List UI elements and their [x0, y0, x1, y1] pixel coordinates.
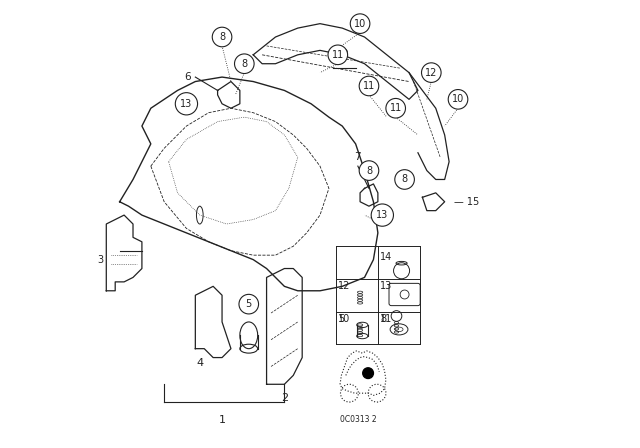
Text: 5: 5 — [246, 299, 252, 309]
Circle shape — [395, 170, 414, 189]
Text: 8: 8 — [401, 174, 408, 185]
Text: 8: 8 — [380, 314, 386, 324]
Text: 3: 3 — [97, 254, 104, 265]
Text: 0C0313 2: 0C0313 2 — [340, 415, 377, 424]
Circle shape — [448, 90, 468, 109]
Circle shape — [363, 368, 373, 379]
Circle shape — [386, 99, 406, 118]
Circle shape — [359, 76, 379, 96]
Text: 7: 7 — [355, 152, 361, 162]
Circle shape — [212, 27, 232, 47]
Text: 2: 2 — [281, 393, 288, 403]
Text: 10: 10 — [452, 95, 464, 104]
Text: 11: 11 — [380, 314, 392, 324]
Text: 4: 4 — [196, 358, 204, 367]
Text: 13: 13 — [376, 210, 388, 220]
Text: 11: 11 — [390, 103, 402, 113]
Text: 8: 8 — [366, 166, 372, 176]
Text: 12: 12 — [425, 68, 438, 78]
Circle shape — [422, 63, 441, 82]
Text: 8: 8 — [241, 59, 248, 69]
Text: 8: 8 — [219, 32, 225, 42]
Circle shape — [175, 93, 198, 115]
Text: 10: 10 — [338, 314, 350, 324]
Text: 13: 13 — [180, 99, 193, 109]
Text: 5: 5 — [338, 314, 344, 324]
Text: 6: 6 — [184, 72, 191, 82]
Text: 11: 11 — [332, 50, 344, 60]
Text: 9: 9 — [341, 49, 348, 59]
Circle shape — [234, 54, 254, 73]
Text: — 15: — 15 — [454, 197, 479, 207]
Text: 10: 10 — [354, 19, 366, 29]
Text: 14: 14 — [380, 252, 392, 262]
Circle shape — [350, 14, 370, 34]
Circle shape — [328, 45, 348, 65]
Text: 1: 1 — [218, 415, 225, 426]
Circle shape — [359, 161, 379, 181]
Text: 11: 11 — [363, 81, 375, 91]
Circle shape — [371, 204, 394, 226]
Circle shape — [239, 294, 259, 314]
Text: 12: 12 — [338, 281, 350, 291]
Text: 13: 13 — [380, 281, 392, 291]
